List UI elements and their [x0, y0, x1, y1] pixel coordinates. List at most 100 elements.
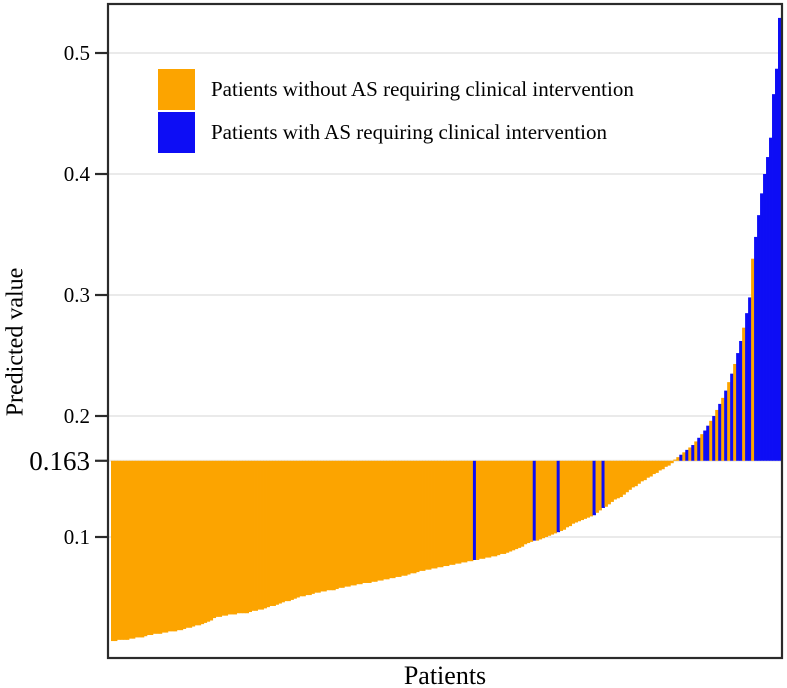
- patient-bar: [164, 460, 169, 633]
- patient-bar: [299, 460, 303, 597]
- patient-bar: [347, 460, 351, 587]
- patient-bar: [691, 445, 695, 461]
- patient-bar: [152, 460, 157, 634]
- patient-bar: [185, 460, 190, 628]
- patient-bar: [359, 460, 363, 585]
- patient-bar: [469, 460, 474, 562]
- patient-bar: [149, 460, 154, 636]
- patient-bar: [460, 460, 465, 563]
- patient-bar: [434, 460, 438, 569]
- patient-bar: [305, 460, 309, 596]
- patient-bar: [562, 460, 567, 530]
- patient-bar: [706, 425, 710, 461]
- patient-bar: [448, 460, 453, 565]
- patient-bar: [113, 460, 118, 642]
- patient-bar: [398, 460, 402, 577]
- patient-bar: [640, 460, 644, 482]
- patient-bar: [245, 460, 249, 614]
- patient-bar: [290, 460, 294, 600]
- patient-bar: [451, 460, 456, 565]
- y-tick-label: 0.2: [63, 404, 90, 428]
- patient-bar: [446, 460, 450, 567]
- legend-row-with-as: Patients with AS requiring clinical inte…: [158, 112, 634, 153]
- patient-bar: [766, 157, 770, 461]
- patient-bar: [580, 460, 584, 521]
- patient-bar: [155, 460, 160, 634]
- patient-bar: [646, 460, 650, 478]
- patient-bar: [329, 460, 333, 591]
- patient-bar: [176, 460, 181, 631]
- patient-bar: [751, 258, 755, 461]
- patient-bar: [661, 460, 665, 470]
- patient-bar: [592, 460, 596, 516]
- patient-bar: [541, 460, 546, 539]
- patient-bar: [715, 409, 719, 461]
- patient-bar: [248, 460, 252, 613]
- patient-bar: [583, 460, 587, 519]
- patient-bar: [293, 460, 297, 599]
- patient-bar: [296, 460, 300, 598]
- patient-bar: [616, 460, 620, 499]
- patient-bar: [730, 373, 734, 461]
- patient-bar: [571, 460, 576, 524]
- patient-bar: [200, 460, 205, 625]
- patient-bar: [257, 460, 261, 610]
- patient-bar: [517, 460, 522, 548]
- patient-bar: [601, 460, 605, 508]
- patient-bar: [218, 460, 223, 617]
- patient-bar: [266, 460, 270, 608]
- patient-bar: [589, 460, 593, 517]
- patient-bar: [377, 460, 381, 581]
- patient-bar: [502, 460, 507, 554]
- patient-bar: [718, 403, 722, 461]
- patient-bar: [320, 460, 324, 592]
- patient-bar: [311, 460, 315, 594]
- patient-bar: [610, 460, 614, 502]
- legend: Patients without AS requiring clinical i…: [158, 69, 634, 155]
- patient-bar: [197, 460, 202, 626]
- patient-bar: [137, 460, 142, 638]
- patient-bar: [529, 460, 534, 542]
- patient-bar: [724, 390, 728, 461]
- patient-bar: [308, 460, 312, 596]
- patient-bar: [269, 460, 273, 606]
- patient-bar: [778, 17, 782, 461]
- patient-bar: [673, 459, 677, 461]
- patient-bar: [212, 460, 217, 619]
- patient-bar: [173, 460, 178, 632]
- patient-bar: [392, 460, 396, 579]
- patient-bar: [260, 460, 264, 610]
- patient-bar: [703, 430, 707, 461]
- patient-bar: [407, 460, 411, 575]
- patient-bar: [128, 460, 133, 639]
- patient-bar: [532, 460, 537, 541]
- patient-bar: [332, 460, 336, 591]
- patient-bar: [709, 420, 713, 461]
- patient-bar: [353, 460, 357, 586]
- patient-bar: [119, 460, 124, 640]
- patient-bar: [670, 460, 674, 464]
- patient-bar: [628, 460, 632, 490]
- patient-bar: [440, 460, 444, 568]
- patient-bar: [134, 460, 139, 638]
- patient-bar: [425, 460, 429, 570]
- patient-bar: [547, 460, 552, 536]
- patient-bar: [694, 441, 698, 461]
- x-axis-title: Patients: [403, 661, 487, 688]
- patient-bar: [478, 460, 483, 559]
- patient-bar: [676, 457, 680, 461]
- patient-bar: [763, 174, 767, 461]
- patient-bar: [131, 460, 136, 639]
- patient-bar: [284, 460, 288, 602]
- patient-bar: [416, 460, 420, 573]
- patient-bar: [389, 460, 393, 579]
- patient-bar: [733, 363, 737, 461]
- patient-bar: [679, 454, 683, 461]
- legend-label-with-as: Patients with AS requiring clinical inte…: [211, 120, 608, 144]
- patient-bar: [209, 460, 214, 621]
- y-tick-label: 0.5: [63, 41, 90, 65]
- patient-bar: [697, 437, 701, 461]
- patient-bar: [143, 460, 148, 637]
